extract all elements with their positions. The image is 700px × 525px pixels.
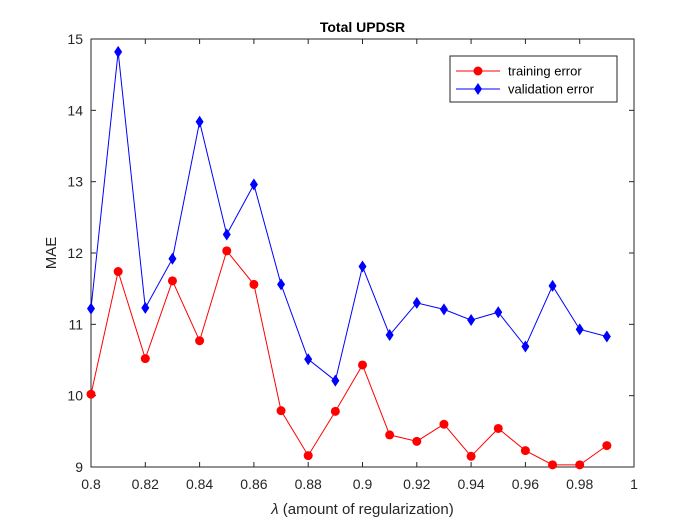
data-point-training	[466, 451, 476, 461]
data-point-validation	[304, 353, 313, 366]
data-point-validation	[249, 178, 258, 191]
y-axis: 9 10 11 12 13 14 15	[67, 31, 634, 475]
data-point-validation	[494, 306, 503, 319]
data-point-validation	[385, 329, 394, 342]
data-point-validation	[467, 314, 476, 327]
data-point-validation	[521, 340, 530, 353]
x-tick-label: 0.82	[132, 476, 159, 492]
data-point-validation	[114, 45, 123, 58]
data-point-validation	[439, 303, 448, 316]
data-point-validation	[168, 252, 177, 265]
y-tick-label: 15	[67, 31, 83, 47]
series-training	[86, 246, 612, 470]
data-point-validation	[358, 260, 367, 273]
data-point-validation	[575, 323, 584, 336]
data-point-training	[412, 436, 422, 446]
data-point-validation	[412, 296, 421, 309]
data-point-training	[439, 419, 449, 429]
x-tick-label: 0.96	[512, 476, 539, 492]
x-axis: 0.8 0.82 0.84 0.86 0.88 0.9 0.92 0.94 0.96 0.98 1	[81, 39, 638, 492]
data-point-training	[303, 451, 313, 461]
data-point-training	[113, 267, 123, 277]
data-point-training	[520, 446, 530, 456]
x-tick-label: 0.84	[186, 476, 213, 492]
x-tick-label: 0.98	[566, 476, 593, 492]
data-point-training	[140, 354, 150, 364]
series-line-validation	[90, 51, 607, 382]
y-tick-label: 12	[67, 245, 83, 261]
x-tick-label: 0.88	[295, 476, 322, 492]
x-axis-label-symbol: λ	[270, 501, 278, 518]
data-point-training	[330, 406, 340, 416]
data-point-validation	[331, 374, 340, 387]
x-axis-label-text: (amount of regularization)	[279, 501, 454, 518]
data-point-training	[493, 423, 503, 433]
y-tick-label: 14	[67, 102, 83, 118]
data-point-training	[358, 360, 367, 370]
x-tick-label: 0.92	[403, 476, 430, 492]
y-tick-label: 10	[67, 388, 83, 404]
legend-marker-training	[473, 66, 483, 76]
series-validation	[87, 45, 611, 387]
y-axis-label: MAE	[43, 237, 60, 270]
data-point-training	[575, 460, 585, 470]
y-tick-label: 13	[67, 174, 83, 190]
data-point-validation	[602, 330, 611, 343]
chart-title: Total UPDSR	[320, 19, 405, 35]
data-point-training	[276, 406, 286, 416]
x-tick-label: 0.8	[81, 476, 101, 492]
data-point-validation	[141, 301, 150, 314]
data-point-validation	[277, 278, 286, 291]
legend-label-training: training error	[508, 64, 582, 79]
y-tick-label: 11	[68, 316, 83, 332]
x-tick-label: 1	[630, 476, 638, 492]
series-layer	[86, 45, 612, 470]
data-point-validation	[87, 302, 95, 315]
data-point-training	[602, 441, 612, 451]
plot-area	[90, 38, 635, 468]
data-point-validation	[548, 279, 557, 292]
x-tick-label: 0.94	[457, 476, 484, 492]
data-point-training	[86, 389, 96, 399]
data-point-training	[385, 430, 395, 440]
x-tick-label: 0.86	[240, 476, 267, 492]
legend: training error validation error	[449, 55, 618, 103]
legend-marker-validation	[474, 83, 482, 95]
data-point-training	[195, 336, 205, 346]
x-tick-label: 0.9	[353, 476, 373, 492]
data-point-training	[249, 279, 259, 289]
data-point-validation	[222, 228, 231, 241]
series-line-training	[90, 249, 608, 466]
data-point-validation	[195, 115, 204, 128]
y-tick-label: 9	[75, 459, 83, 475]
legend-label-validation: validation error	[508, 82, 595, 97]
data-point-training	[548, 460, 558, 470]
data-point-training	[222, 246, 232, 256]
data-point-training	[167, 276, 177, 286]
x-axis-label: λ (amount of regularization)	[270, 501, 453, 518]
